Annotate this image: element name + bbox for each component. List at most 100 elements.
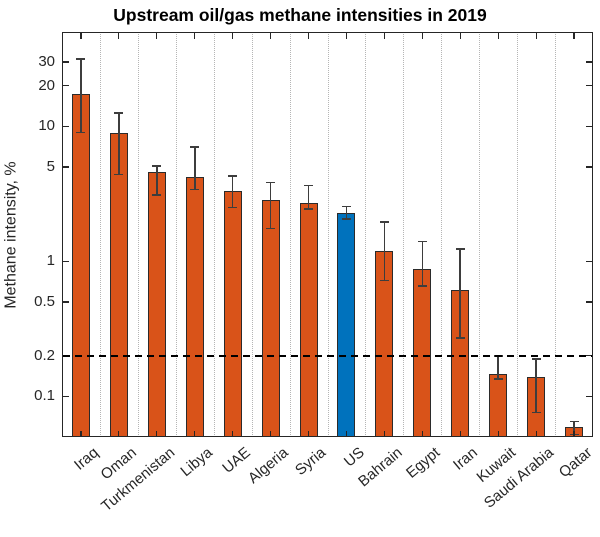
- grid-line: [99, 32, 101, 437]
- error-bar: [231, 175, 234, 208]
- y-tick-left: [63, 85, 69, 87]
- x-tick-bottom: [345, 430, 348, 436]
- error-bar: [459, 248, 462, 339]
- error-cap-bottom: [341, 218, 351, 221]
- error-bar: [421, 241, 424, 286]
- error-cap-top: [228, 175, 238, 177]
- error-bar: [269, 182, 272, 229]
- error-bar: [193, 147, 196, 190]
- error-cap-bottom: [455, 337, 465, 339]
- x-tick-top: [573, 33, 575, 39]
- y-tick-right: [586, 166, 592, 168]
- error-cap-bottom: [228, 206, 238, 209]
- y-tick-left: [63, 125, 69, 127]
- error-cap-top: [417, 240, 427, 243]
- error-cap-top: [114, 112, 124, 115]
- error-cap-top: [266, 181, 276, 184]
- error-cap-bottom: [76, 131, 86, 134]
- y-tick-label: 0.1: [34, 387, 55, 405]
- bar: [223, 191, 242, 437]
- y-tick-label: 20: [38, 76, 55, 94]
- x-tick-top: [307, 33, 310, 39]
- y-tick-right: [586, 61, 592, 63]
- threshold-line: [63, 354, 592, 357]
- error-cap-bottom: [379, 279, 389, 282]
- chart-title: Upstream oil/gas methane intensities in …: [113, 5, 487, 25]
- error-bar: [535, 358, 537, 413]
- bar: [413, 268, 432, 437]
- y-tick-label: 30: [38, 52, 55, 70]
- x-tick-label: US: [340, 444, 368, 471]
- error-bar: [80, 59, 82, 133]
- bar: [147, 171, 166, 437]
- grid-line: [441, 32, 443, 437]
- error-cap-bottom: [114, 173, 124, 176]
- bar: [337, 212, 356, 437]
- y-tick-label: 0.5: [34, 293, 55, 310]
- x-tick-label: Libya: [177, 444, 216, 481]
- x-tick-bottom: [573, 430, 575, 436]
- bar: [71, 93, 90, 437]
- y-tick-right: [586, 125, 592, 127]
- grid-line: [213, 32, 215, 437]
- error-cap-bottom: [190, 188, 200, 191]
- x-tick-top: [80, 33, 82, 39]
- x-tick-bottom: [459, 430, 461, 436]
- y-tick-left: [63, 61, 69, 63]
- error-cap-bottom: [152, 194, 162, 196]
- x-tick-label: Syria: [292, 444, 330, 479]
- x-tick-top: [194, 33, 196, 39]
- y-tick-left: [63, 166, 69, 168]
- error-bar: [383, 222, 386, 281]
- error-cap-bottom: [493, 377, 503, 380]
- x-tick-bottom: [307, 430, 310, 436]
- x-tick-bottom: [535, 430, 537, 436]
- grid-line: [137, 32, 139, 437]
- error-bar: [573, 421, 575, 435]
- x-tick-bottom: [232, 430, 234, 436]
- x-tick-label: Egypt: [402, 444, 444, 482]
- y-tick-label: 10: [38, 117, 55, 135]
- error-cap-top: [76, 58, 86, 60]
- error-cap-bottom: [304, 208, 314, 210]
- x-tick-top: [156, 33, 158, 39]
- x-tick-top: [232, 33, 234, 39]
- grid-line: [289, 32, 291, 437]
- y-tick-label: 5: [46, 158, 55, 175]
- error-cap-top: [341, 205, 351, 208]
- error-bar: [345, 206, 348, 220]
- error-cap-bottom: [417, 284, 427, 287]
- x-tick-top: [118, 33, 120, 39]
- error-bar: [156, 165, 158, 196]
- x-tick-bottom: [194, 430, 196, 436]
- error-bar: [118, 113, 120, 175]
- grid-line: [175, 32, 177, 437]
- x-tick-top: [345, 33, 348, 39]
- x-tick-label: Qatar: [555, 444, 595, 482]
- y-tick-label: 0.2: [34, 346, 55, 364]
- bar: [185, 177, 204, 437]
- x-tick-bottom: [497, 430, 499, 436]
- x-tick-top: [535, 33, 537, 39]
- error-cap-top: [152, 165, 162, 167]
- y-tick-left: [63, 260, 69, 262]
- x-tick-top: [421, 33, 423, 39]
- error-cap-bottom: [531, 411, 541, 414]
- error-bar: [307, 185, 310, 209]
- y-tick-right: [586, 85, 592, 87]
- grid-line: [517, 32, 519, 437]
- error-bar: [497, 355, 499, 379]
- x-tick-bottom: [118, 430, 120, 436]
- x-tick-bottom: [156, 430, 158, 436]
- error-cap-top: [304, 184, 314, 187]
- grid-line: [555, 32, 557, 437]
- grid-line: [365, 32, 367, 437]
- x-tick-top: [270, 33, 272, 39]
- error-cap-top: [455, 247, 465, 250]
- y-tick-right: [586, 301, 592, 303]
- bar: [489, 373, 508, 437]
- x-tick-bottom: [80, 430, 82, 436]
- grid-line: [479, 32, 481, 437]
- error-cap-top: [531, 357, 541, 360]
